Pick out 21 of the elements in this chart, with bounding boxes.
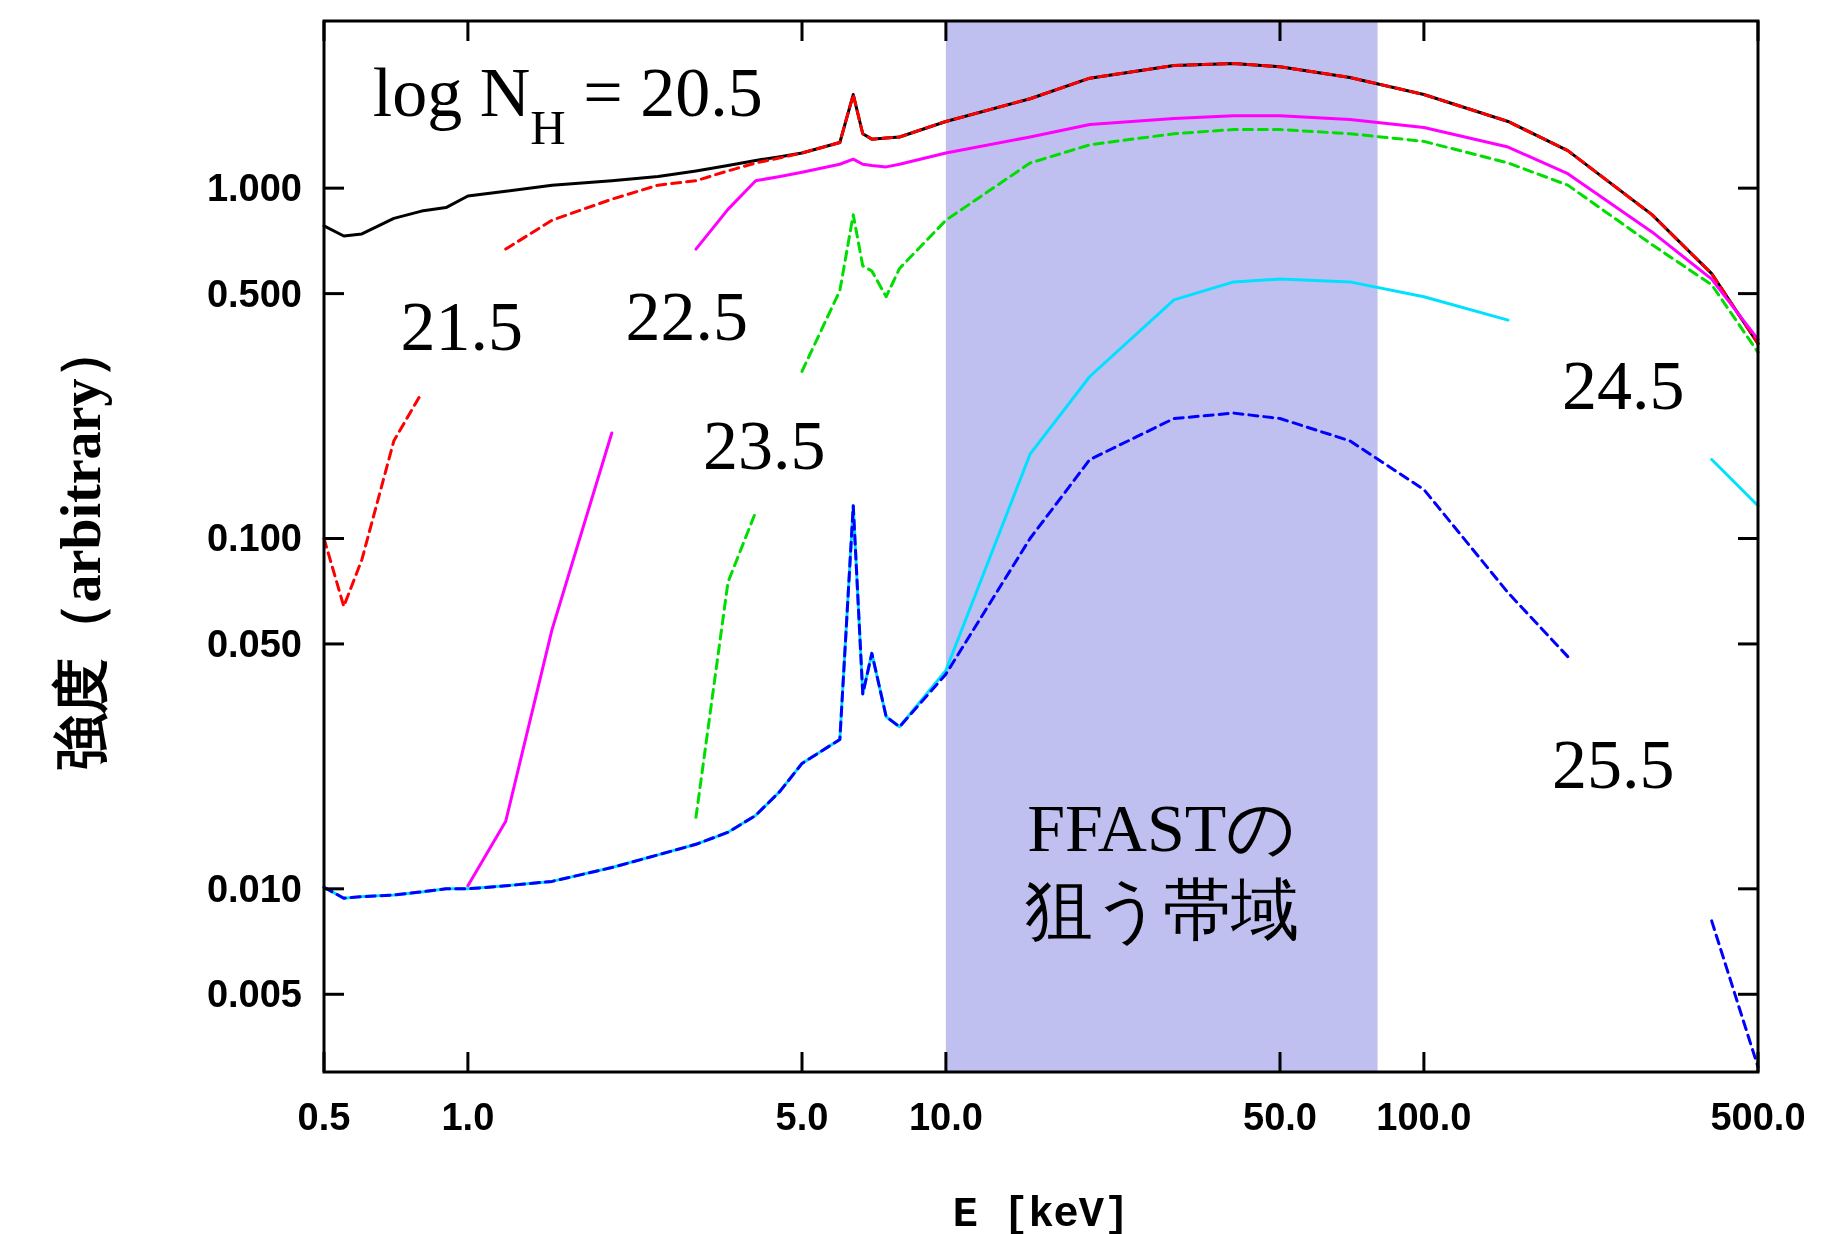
y-tick-label: 0.100 xyxy=(206,517,302,560)
annotation: 24.5 xyxy=(1561,346,1685,424)
x-tick-label: 50.0 xyxy=(1243,1096,1317,1138)
y-tick-label: 1.000 xyxy=(206,167,302,210)
x-tick-label: 500.0 xyxy=(1710,1096,1806,1138)
annotation: 21.5 xyxy=(400,287,523,365)
y-tick-label: 0.005 xyxy=(206,973,302,1016)
annotation: 23.5 xyxy=(702,406,826,484)
y-tick-label: 0.500 xyxy=(206,272,302,315)
annotation: 25.5 xyxy=(1551,726,1675,804)
x-tick-label: 10.0 xyxy=(908,1096,983,1138)
y-axis-title: 強度（arbitrary） xyxy=(50,322,112,771)
y-tick-label: 0.010 xyxy=(206,867,302,910)
annotation: log N$_{H}$ = 20.5 xyxy=(372,54,763,155)
x-tick-label: 1.0 xyxy=(441,1096,495,1138)
y-tick-label: 0.050 xyxy=(206,622,302,665)
x-tick-label: 0.5 xyxy=(297,1096,351,1138)
annotation: 22.5 xyxy=(625,278,749,356)
band-label: FFASTの狙う帯域 xyxy=(1024,790,1299,949)
x-tick-label: 100.0 xyxy=(1376,1096,1472,1138)
x-tick-label: 5.0 xyxy=(775,1096,829,1138)
